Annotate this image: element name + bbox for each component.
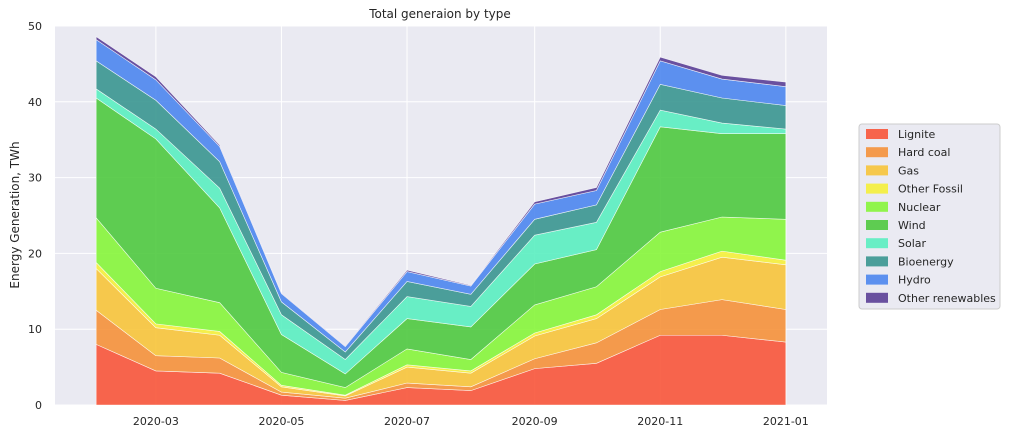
y-tick-label: 10: [28, 323, 42, 336]
legend-swatch: [866, 129, 888, 139]
x-tick-label: 2020-07: [384, 415, 430, 428]
legend-label: Lignite: [898, 128, 936, 141]
y-tick-label: 40: [28, 96, 42, 109]
legend-label: Gas: [898, 164, 919, 177]
legend-label: Other Fossil: [898, 183, 963, 196]
legend-label: Nuclear: [898, 201, 941, 214]
x-tick-label: 2020-03: [133, 415, 179, 428]
y-axis-ticks: 0 10 20 30 40 50: [28, 20, 42, 412]
legend-label: Hydro: [898, 274, 931, 287]
y-tick-label: 20: [28, 247, 42, 260]
legend-swatch: [866, 165, 888, 176]
legend-label: Bioenergy: [898, 255, 954, 268]
legend: Lignite Hard coal Gas Other Fossil Nuclear Wi…: [858, 123, 1001, 310]
legend-swatch: [866, 220, 888, 230]
y-tick-label: 50: [28, 20, 42, 33]
x-axis-ticks: 2020-03 2020-05 2020-07 2020-09 2020-11 2021-…: [133, 415, 809, 428]
x-tick-label: 2021-01: [763, 415, 809, 428]
area-other-renewables: [95, 36, 787, 348]
legend-swatch: [866, 238, 888, 249]
legend-swatch: [866, 183, 888, 194]
x-tick-label: 2020-09: [512, 415, 558, 428]
legend-swatch: [866, 147, 888, 158]
y-tick-label: 30: [28, 172, 42, 185]
legend-swatch: [866, 256, 888, 267]
legend-label: Wind: [898, 219, 926, 232]
x-tick-label: 2020-11: [637, 415, 683, 428]
legend-swatch: [866, 201, 888, 212]
y-axis-label: Energy Generation, TWh: [8, 141, 22, 288]
legend-label: Solar: [898, 237, 927, 250]
x-tick-label: 2020-05: [258, 415, 304, 428]
chart-title: Total generaion by type: [368, 7, 511, 21]
y-tick-label: 0: [35, 399, 42, 412]
legend-box: [858, 123, 1001, 310]
legend-swatch: [866, 274, 888, 285]
legend-label: Hard coal: [898, 146, 950, 159]
legend-label: Other renewables: [898, 292, 996, 305]
area-layers: [95, 36, 787, 406]
legend-swatch: [866, 292, 888, 303]
